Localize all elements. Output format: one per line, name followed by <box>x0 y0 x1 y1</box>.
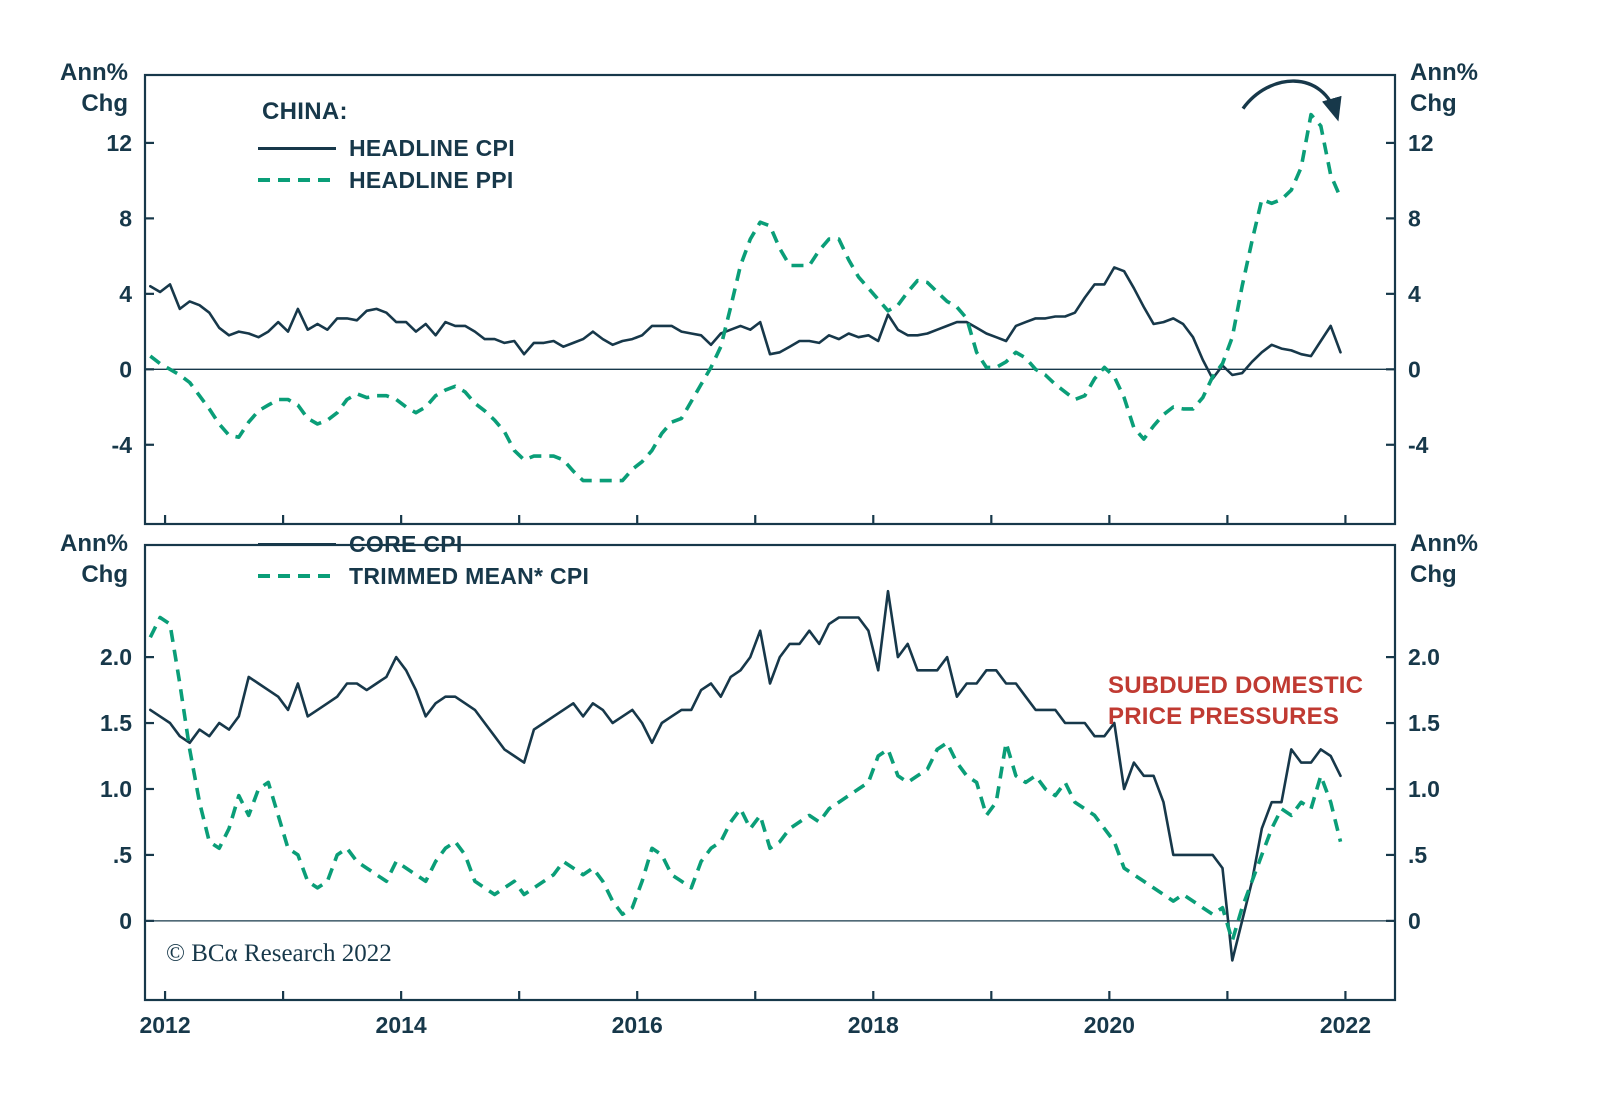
x-tick-label: 2016 <box>612 1012 663 1038</box>
axis-unit-line1: Ann% <box>60 530 128 557</box>
y-tick-label: 1.5 <box>1408 710 1440 736</box>
panel-frame-bottom <box>143 543 1397 1002</box>
legend-label: TRIMMED MEAN* CPI <box>349 562 590 589</box>
y-tick-label: 0 <box>119 908 132 934</box>
axis-unit-line1: Ann% <box>1410 59 1478 86</box>
series-trimmed-mean-cpi <box>148 615 1343 943</box>
y-tick-label: 2.0 <box>100 644 132 670</box>
panel-frame-top <box>143 73 1397 526</box>
y-tick-label: 0 <box>119 356 132 382</box>
series-core-cpi <box>149 589 1342 962</box>
axis-unit-line2: Chg <box>1410 561 1457 588</box>
x-tick-label: 2012 <box>139 1012 190 1038</box>
y-axis-unit-top-left: Ann% Chg <box>54 57 128 119</box>
y-tick-label: .5 <box>1408 842 1427 868</box>
axis-unit-line2: Chg <box>81 90 128 117</box>
y-tick-label: 8 <box>119 205 132 231</box>
dashed-line-swatch-icon <box>258 178 336 182</box>
y-tick-label: 12 <box>1408 130 1434 156</box>
y-tick-label: 1.0 <box>1408 776 1440 802</box>
legend-label: HEADLINE PPI <box>349 166 514 193</box>
y-tick-label: .5 <box>113 842 132 868</box>
y-tick-label: 2.0 <box>1408 644 1440 670</box>
series-headline-cpi <box>149 266 1342 380</box>
y-tick-label: 8 <box>1408 205 1421 231</box>
y-tick-label: 1.0 <box>100 776 132 802</box>
legend-item-headline-ppi: HEADLINE PPI <box>258 164 515 196</box>
x-tick-label: 2018 <box>848 1012 899 1038</box>
axis-unit-line2: Chg <box>81 561 128 588</box>
annotation-line1: SUBDUED DOMESTIC <box>1108 672 1364 699</box>
series-group-top <box>149 112 1343 483</box>
y-tick-label: 12 <box>106 130 132 156</box>
y-tick-label: 4 <box>119 281 132 307</box>
series-headline-ppi <box>149 112 1343 483</box>
solid-line-swatch-icon <box>258 146 336 150</box>
y-tick-label: 0 <box>1408 908 1421 934</box>
legend-label: CORE CPI <box>349 530 463 557</box>
axis-unit-line2: Chg <box>1410 90 1457 117</box>
legend-item-headline-cpi: HEADLINE CPI <box>258 132 515 164</box>
downturn-arrow-icon <box>1241 79 1342 122</box>
y-tick-label: 1.5 <box>100 710 132 736</box>
legend-bottom-panel: CORE CPI TRIMMED MEAN* CPI <box>258 528 589 592</box>
x-tick-label: 2022 <box>1320 1012 1371 1038</box>
legend-item-trimmed-mean-cpi: TRIMMED MEAN* CPI <box>258 560 589 592</box>
y-tick-label: 0 <box>1408 356 1421 382</box>
legend-title: CHINA: <box>262 98 348 125</box>
axis-unit-line1: Ann% <box>60 59 128 86</box>
y-tick-label: -4 <box>112 432 133 458</box>
y-axis-unit-bottom-right: Ann% Chg <box>1410 528 1478 590</box>
x-tick-label: 2020 <box>1084 1012 1135 1038</box>
annotation-subdued-pressures: SUBDUED DOMESTIC PRICE PRESSURES <box>1108 670 1363 732</box>
legend-item-core-cpi: CORE CPI <box>258 528 589 560</box>
y-tick-label: -4 <box>1408 432 1429 458</box>
series-group-bottom <box>148 589 1343 962</box>
dashed-line-swatch-icon <box>258 574 336 578</box>
legend-top-panel: CHINA: HEADLINE CPI HEADLINE PPI <box>258 98 515 196</box>
y-tick-label: 4 <box>1408 281 1421 307</box>
y-axis-unit-top-right: Ann% Chg <box>1410 57 1478 119</box>
axis-unit-line1: Ann% <box>1410 530 1478 557</box>
y-axis-unit-bottom-left: Ann% Chg <box>54 528 128 590</box>
solid-line-swatch-icon <box>258 542 336 546</box>
copyright: © BCα Research 2022 <box>166 940 392 967</box>
annotation-line2: PRICE PRESSURES <box>1108 703 1340 730</box>
legend-label: HEADLINE CPI <box>349 134 515 161</box>
x-tick-label: 2014 <box>376 1012 427 1038</box>
